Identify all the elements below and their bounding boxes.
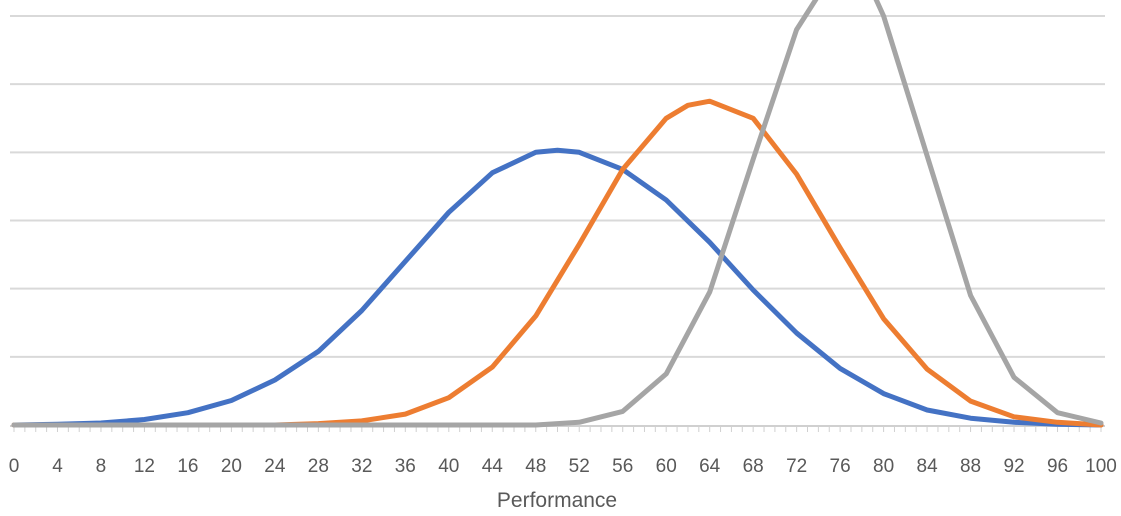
series-line-2	[11, 98, 1104, 428]
x-tick-label: 52	[569, 456, 590, 477]
x-tick-label: 40	[438, 456, 459, 477]
x-tick-label: 28	[308, 456, 329, 477]
x-tick-label: 8	[96, 456, 107, 477]
x-tick-label: 16	[177, 456, 198, 477]
x-tick-label: 48	[525, 456, 546, 477]
x-tick-label: 100	[1085, 456, 1117, 477]
x-tick-label: 76	[830, 456, 851, 477]
x-tick-label: 4	[52, 456, 63, 477]
x-tick-label: 24	[264, 456, 286, 477]
x-tick-label: 64	[699, 456, 721, 477]
x-tick-label: 44	[482, 456, 504, 477]
series-line-1	[11, 147, 1104, 428]
x-tick-label: 60	[656, 456, 677, 477]
gridlines	[10, 15, 1105, 358]
series-group	[11, 0, 1104, 428]
x-tick-label: 80	[873, 456, 894, 477]
x-tick-label: 20	[221, 456, 242, 477]
x-tick-label: 88	[960, 456, 981, 477]
x-tick-label: 68	[743, 456, 764, 477]
x-tick-label: 96	[1047, 456, 1068, 477]
x-tick-label: 36	[395, 456, 416, 477]
x-tick-label: 72	[786, 456, 807, 477]
x-tick-label: 56	[612, 456, 633, 477]
x-tick-label: 92	[1003, 456, 1024, 477]
x-tick-label: 32	[351, 456, 372, 477]
x-tick-label: 0	[9, 456, 20, 477]
x-tick-label: 12	[134, 456, 155, 477]
x-axis-title: Performance	[497, 489, 617, 512]
x-tick-label: 84	[917, 456, 939, 477]
series-line-3	[11, 0, 1104, 428]
x-tick-labels: 0 4 8 12 16 20 24 28 32 36 40 44 48 52 56 60 64 68 72 76 80 8…	[9, 456, 1117, 477]
